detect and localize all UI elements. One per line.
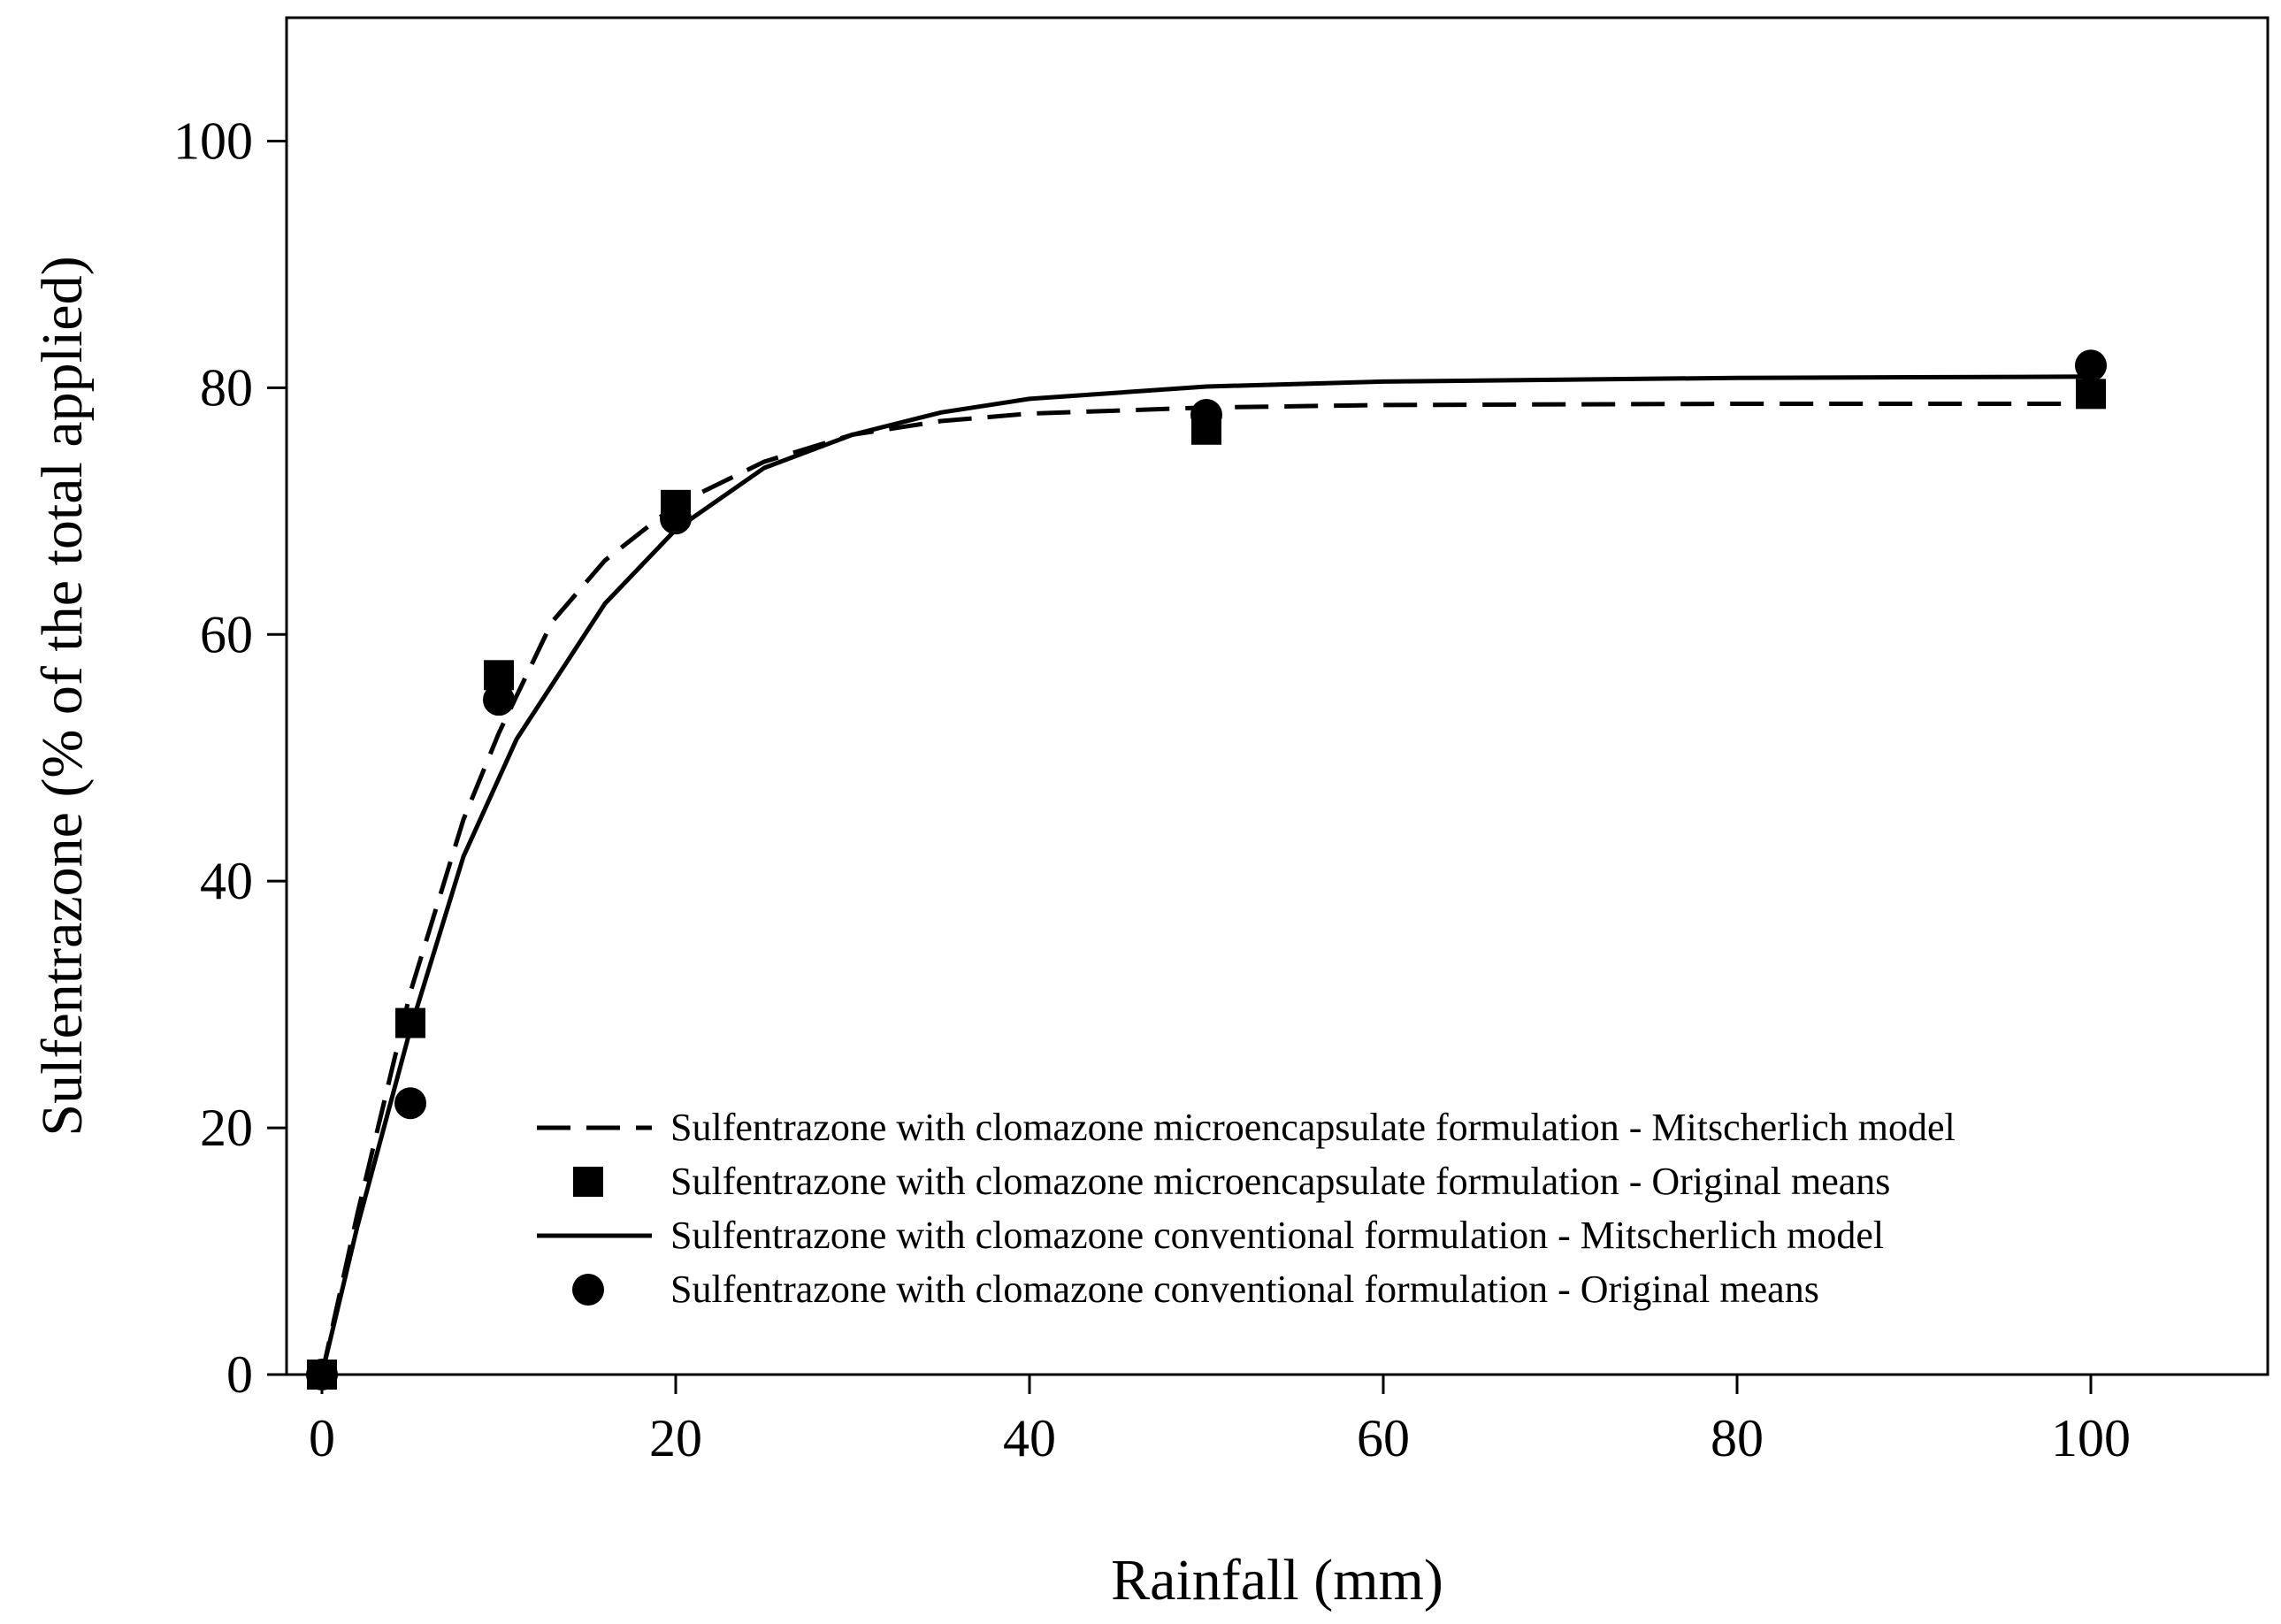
y-tick-label: 40	[200, 852, 253, 910]
legend-circle-marker	[572, 1274, 604, 1306]
legend-entry: Sulfentrazone with clomazone conventiona…	[537, 1214, 1884, 1257]
legend-entry: Sulfentrazone with clomazone microencaps…	[537, 1106, 1956, 1149]
x-axis-title: Rainfall (mm)	[1111, 1548, 1443, 1613]
series-4	[306, 349, 2107, 1390]
legend-label: Sulfentrazone with clomazone microencaps…	[670, 1160, 1890, 1203]
x-tick-label: 60	[1357, 1409, 1410, 1467]
legend-entry: Sulfentrazone with clomazone conventiona…	[572, 1268, 1819, 1311]
x-axis: 0 20 40 60 80 100	[309, 1375, 2131, 1467]
y-axis-title: Sulfentrazone (% of the total applied)	[30, 256, 95, 1136]
circle-data-point	[306, 1359, 338, 1390]
x-tick-label: 0	[309, 1409, 335, 1467]
x-tick-label: 40	[1003, 1409, 1056, 1467]
legend-label: Sulfentrazone with clomazone conventiona…	[670, 1214, 1884, 1257]
y-tick-label: 0	[226, 1345, 253, 1404]
dashed-model-line	[319, 402, 2091, 1375]
y-tick-label: 60	[200, 605, 253, 663]
x-tick-label: 20	[649, 1409, 702, 1467]
circle-data-point	[1190, 399, 1222, 432]
x-tick-label: 100	[2051, 1409, 2131, 1467]
circle-data-point	[394, 1087, 426, 1120]
y-tick-label: 100	[173, 111, 253, 170]
circle-data-point	[483, 684, 515, 716]
series-1	[319, 402, 2091, 1375]
series-3	[319, 374, 2092, 1375]
y-axis: 0 20 40 60 80 100	[173, 111, 287, 1404]
legend-label: Sulfentrazone with clomazone microencaps…	[670, 1106, 1956, 1149]
legend-entry: Sulfentrazone with clomazone microencaps…	[573, 1160, 1890, 1203]
x-tick-label: 80	[1711, 1409, 1764, 1467]
legend-square-marker	[573, 1167, 603, 1197]
y-tick-label: 20	[200, 1099, 253, 1157]
legend-label: Sulfentrazone with clomazone conventiona…	[670, 1268, 1819, 1311]
solid-model-line	[319, 374, 2092, 1375]
square-data-point	[2076, 379, 2106, 410]
series-layer	[306, 349, 2107, 1390]
y-tick-label: 80	[200, 358, 253, 417]
plot-frame	[285, 16, 2270, 1376]
circle-data-point	[660, 502, 692, 535]
legend: Sulfentrazone with clomazone microencaps…	[537, 1106, 1956, 1311]
circle-data-point	[2075, 349, 2107, 382]
